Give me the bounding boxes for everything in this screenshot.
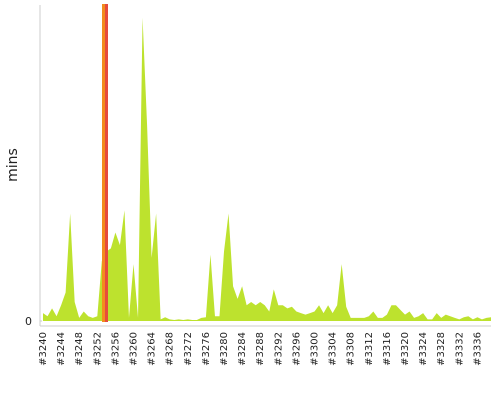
x-tick-label: #3324	[418, 332, 429, 366]
x-tick-label: #3296	[291, 332, 302, 366]
x-tick-label: #3320	[400, 332, 411, 366]
x-tick-label: #3256	[110, 332, 121, 366]
x-tick-label: #3336	[472, 332, 483, 366]
x-tick-label: #3292	[273, 332, 284, 366]
x-tick-label: #3248	[74, 332, 85, 366]
x-tick-label: #3260	[129, 332, 140, 366]
x-tick-label: #3276	[201, 332, 212, 366]
x-tick-label: #3316	[382, 332, 393, 366]
y-axis-label: mins	[5, 148, 21, 182]
x-tick-label: #3328	[436, 332, 447, 366]
build-marker	[102, 4, 105, 322]
build-marker	[105, 4, 108, 322]
x-tick-label: #3264	[147, 332, 158, 366]
x-tick-label: #3252	[92, 332, 103, 366]
x-tick-label: #3284	[237, 332, 248, 366]
area	[43, 17, 491, 321]
x-tick-label: #3308	[346, 332, 357, 366]
x-tick-label: #3272	[183, 332, 194, 366]
x-tick-label: #3288	[255, 332, 266, 366]
y-tick-label: 0	[25, 315, 32, 328]
x-tick-label: #3304	[328, 332, 339, 366]
x-tick-label: #3300	[310, 332, 321, 366]
x-tick-label: #3332	[454, 332, 465, 366]
x-tick-label: #3240	[38, 332, 49, 366]
x-tick-label: #3268	[165, 332, 176, 366]
x-tick-label: #3312	[364, 332, 375, 366]
x-tick-label: #3280	[219, 332, 230, 366]
x-tick-label: #3244	[56, 332, 67, 366]
